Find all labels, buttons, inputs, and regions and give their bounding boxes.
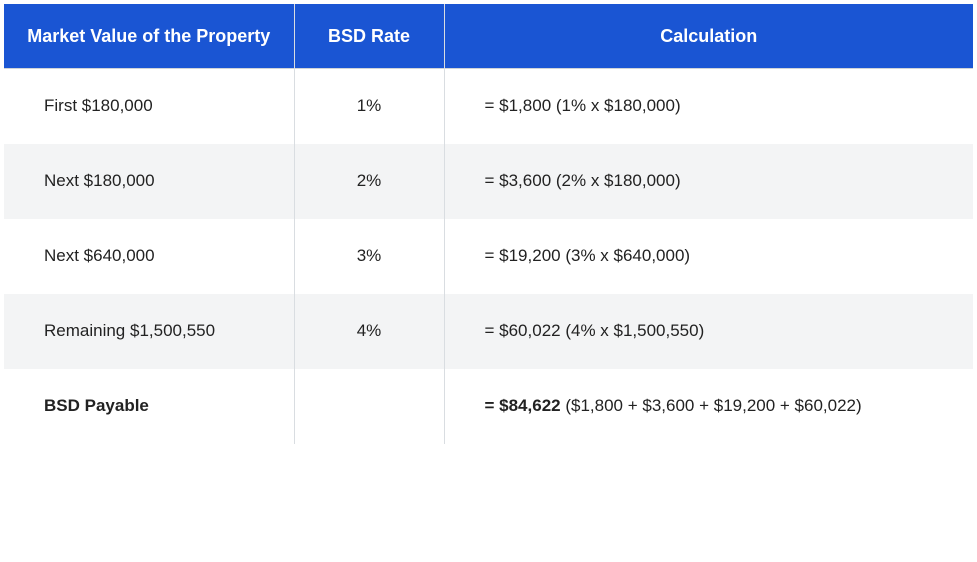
- cell-market-value: Next $640,000: [4, 219, 294, 294]
- table-row: Next $180,000 2% = $3,600 (2% x $180,000…: [4, 144, 973, 219]
- cell-calculation: = $60,022 (4% x $1,500,550): [444, 294, 973, 369]
- cell-calculation: = $19,200 (3% x $640,000): [444, 219, 973, 294]
- cell-rate: 1%: [294, 69, 444, 144]
- total-amount: = $84,622: [485, 396, 561, 415]
- cell-total-calculation: = $84,622 ($1,800 + $3,600 + $19,200 + $…: [444, 369, 973, 444]
- bsd-table: Market Value of the Property BSD Rate Ca…: [4, 4, 973, 444]
- table-row: First $180,000 1% = $1,800 (1% x $180,00…: [4, 69, 973, 144]
- total-label: BSD Payable: [44, 396, 149, 415]
- table-row: Next $640,000 3% = $19,200 (3% x $640,00…: [4, 219, 973, 294]
- cell-rate: 4%: [294, 294, 444, 369]
- cell-rate: 2%: [294, 144, 444, 219]
- table-row: Remaining $1,500,550 4% = $60,022 (4% x …: [4, 294, 973, 369]
- cell-market-value: Next $180,000: [4, 144, 294, 219]
- cell-rate: 3%: [294, 219, 444, 294]
- cell-calculation: = $3,600 (2% x $180,000): [444, 144, 973, 219]
- table-header-row: Market Value of the Property BSD Rate Ca…: [4, 4, 973, 69]
- total-breakdown: ($1,800 + $3,600 + $19,200 + $60,022): [561, 396, 862, 415]
- table-total-row: BSD Payable = $84,622 ($1,800 + $3,600 +…: [4, 369, 973, 444]
- col-header-market-value: Market Value of the Property: [4, 4, 294, 69]
- cell-total-rate-empty: [294, 369, 444, 444]
- col-header-calculation: Calculation: [444, 4, 973, 69]
- col-header-bsd-rate: BSD Rate: [294, 4, 444, 69]
- table-container: Market Value of the Property BSD Rate Ca…: [0, 0, 977, 448]
- cell-market-value: Remaining $1,500,550: [4, 294, 294, 369]
- cell-calculation: = $1,800 (1% x $180,000): [444, 69, 973, 144]
- cell-total-label: BSD Payable: [4, 369, 294, 444]
- cell-market-value: First $180,000: [4, 69, 294, 144]
